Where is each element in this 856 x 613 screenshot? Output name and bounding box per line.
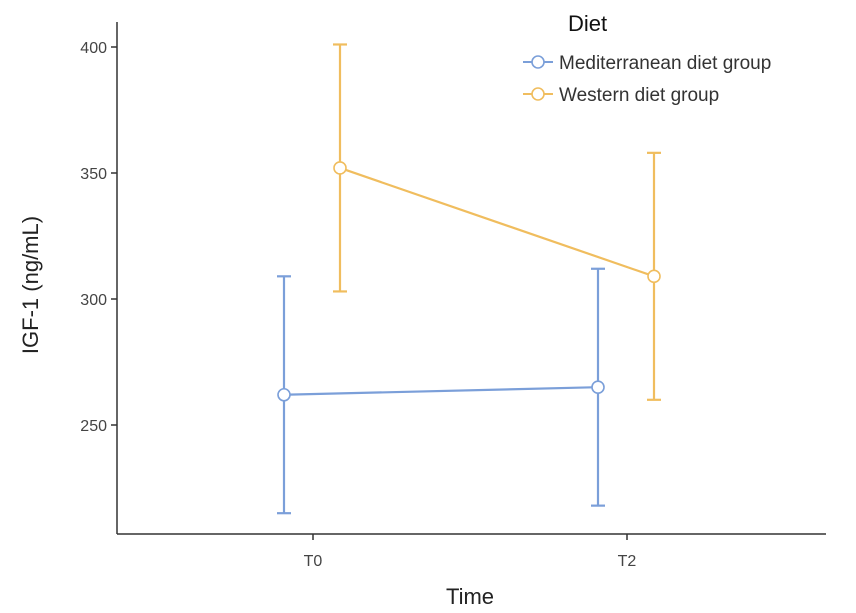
x-tick-label: T2 bbox=[618, 553, 637, 570]
y-axis-title: IGF-1 (ng/mL) bbox=[18, 216, 43, 354]
data-point bbox=[277, 387, 291, 402]
series-mediterranean bbox=[277, 267, 605, 515]
x-tick-label: T0 bbox=[304, 553, 323, 570]
legend-title: Diet bbox=[568, 11, 607, 36]
legend-swatch-marker bbox=[531, 87, 545, 101]
series-line bbox=[283, 386, 599, 396]
x-axis-title: Time bbox=[446, 584, 494, 609]
legend-items: Mediterranean diet group Western diet gro… bbox=[523, 53, 771, 106]
legend-label: Western diet group bbox=[559, 85, 719, 106]
legend: Diet Mediterranean diet group Western die… bbox=[523, 11, 771, 106]
x-axis-ticks: T0 T2 bbox=[304, 534, 637, 570]
legend-swatch-marker bbox=[531, 55, 545, 69]
y-axis-ticks: 250 300 350 400 bbox=[80, 40, 117, 435]
legend-item: Mediterranean diet group bbox=[523, 53, 771, 74]
series-layer bbox=[277, 43, 661, 515]
data-point bbox=[333, 161, 347, 175]
plot-area: 250 300 350 400 T0 T2 bbox=[80, 22, 826, 570]
data-point bbox=[647, 269, 661, 284]
series-western bbox=[333, 43, 661, 401]
y-tick-label: 400 bbox=[80, 40, 107, 57]
legend-label: Mediterranean diet group bbox=[559, 53, 771, 74]
y-tick-label: 250 bbox=[80, 418, 107, 435]
data-point bbox=[591, 380, 605, 395]
series-line bbox=[339, 166, 655, 278]
y-tick-label: 300 bbox=[80, 292, 107, 309]
y-tick-label: 350 bbox=[80, 166, 107, 183]
legend-item: Western diet group bbox=[523, 85, 719, 106]
